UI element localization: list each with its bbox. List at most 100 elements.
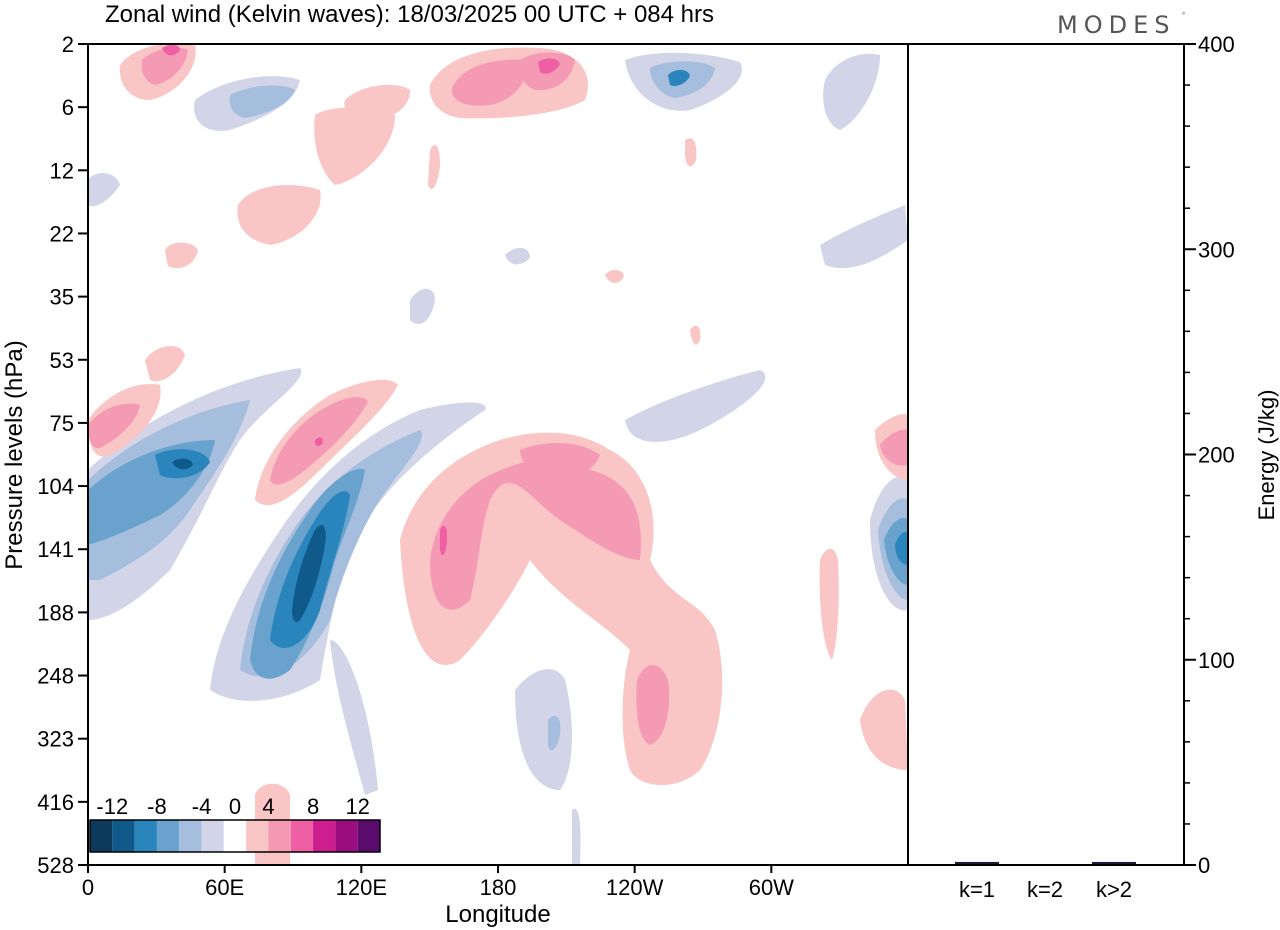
contour-positive: [88, 403, 140, 449]
pressure-tick-label: 188: [37, 600, 74, 625]
pressure-tick-label: 75: [50, 411, 74, 436]
contour-positive: [165, 242, 198, 269]
logo-registered-mark: °: [1182, 11, 1185, 20]
colorbar-swatch: [156, 820, 180, 852]
pressure-tick-label: 248: [37, 664, 74, 689]
pressure-tick-label: 323: [37, 727, 74, 752]
contour-negative: [292, 525, 326, 622]
pressure-tick-label: 35: [50, 285, 74, 310]
longitude-tick-label: 120W: [606, 875, 664, 900]
contour-negative: [820, 205, 908, 269]
longitude-tick-label: 0: [82, 875, 94, 900]
contour-negative: [895, 532, 908, 565]
contour-positive: [605, 269, 624, 283]
longitude-axis: 0 60E 120E 180 120W 60W: [82, 865, 794, 900]
energy-tick-label: 200: [1198, 443, 1235, 468]
contour-positive: [685, 138, 697, 167]
contour-positive: [440, 525, 448, 556]
colorbar-swatch: [179, 820, 202, 852]
colorbar-frame: [89, 819, 381, 853]
energy-category-label: k=2: [1027, 877, 1063, 902]
energy-category-label: k=1: [959, 877, 995, 902]
colorbar-label: 12: [345, 794, 369, 819]
contour-positive: [141, 47, 188, 85]
contour-positive: [162, 44, 180, 56]
x-axis-label: Longitude: [445, 901, 550, 928]
contour-positive: [690, 325, 701, 345]
energy-panel: 0 100 200 300 400 k=1 k=2 k>2 Energy (J/kg): [907, 32, 1279, 902]
colorbar-swatch: [201, 820, 224, 852]
wind-contours: [88, 43, 908, 865]
contour-positive: [344, 84, 410, 120]
energy-bar: [1092, 861, 1136, 864]
colorbar-swatch: [134, 820, 157, 852]
contour-positive: [314, 107, 395, 185]
colorbar-swatch: [246, 820, 269, 852]
contour-positive: [314, 437, 323, 447]
contour-positive: [636, 665, 670, 745]
energy-category-label: k>2: [1096, 877, 1132, 902]
contour-negative: [572, 808, 581, 865]
longitude-tick-label: 60W: [749, 875, 794, 900]
pressure-tick-label: 104: [37, 474, 74, 499]
colorbar: -12 -8 -4 0 4 8 12: [89, 794, 381, 853]
energy-axis-label: Energy (J/kg): [1254, 390, 1279, 521]
contour-negative: [410, 288, 435, 324]
modes-logo: MODES: [1057, 11, 1175, 39]
contour-negative: [515, 669, 572, 790]
colorbar-swatch: [90, 820, 113, 852]
contour-negative: [330, 640, 378, 795]
contour-positive: [538, 58, 560, 74]
colorbar-label: -8: [147, 794, 167, 819]
contour-negative: [229, 85, 295, 118]
contour-positive: [520, 443, 600, 479]
y-axis-label: Pressure levels (hPa): [1, 340, 28, 569]
contour-positive: [451, 59, 526, 106]
pressure-tick-label: 416: [37, 790, 74, 815]
pressure-tick-label: 12: [50, 158, 74, 183]
contour-negative: [668, 69, 690, 86]
colorbar-label: 8: [307, 794, 319, 819]
pressure-axis: 2 6 12 22 35 53 75 104 141 188 248 323 416 528: [37, 32, 88, 878]
colorbar-label: -12: [96, 794, 128, 819]
contour-negative: [625, 370, 766, 442]
energy-tick-label: 0: [1198, 853, 1210, 878]
pressure-tick-label: 53: [50, 348, 74, 373]
energy-tick-label: 100: [1198, 648, 1235, 673]
colorbar-swatch: [313, 820, 336, 852]
longitude-tick-label: 120E: [336, 875, 387, 900]
contour-positive: [428, 145, 440, 189]
colorbar-swatch: [357, 820, 380, 852]
colorbar-label: -4: [192, 794, 212, 819]
contour-negative: [823, 53, 880, 130]
contour-negative: [172, 458, 193, 470]
contour-positive: [145, 345, 185, 382]
contour-positive: [860, 689, 908, 770]
energy-axis: 0 100 200 300 400: [1184, 32, 1235, 878]
contour-positive: [819, 548, 839, 660]
energy-frame: [907, 43, 1185, 866]
contour-negative: [548, 715, 561, 751]
pressure-tick-label: 2: [62, 32, 74, 57]
pressure-tick-label: 6: [62, 95, 74, 120]
chart-title: Zonal wind (Kelvin waves): 18/03/2025 00…: [105, 1, 714, 28]
contour-positive: [237, 185, 321, 245]
colorbar-swatch: [335, 820, 358, 852]
contour-positive: [430, 458, 641, 610]
longitude-tick-label: 60E: [205, 875, 244, 900]
contour-negative: [88, 173, 120, 207]
longitude-tick-label: 180: [480, 875, 517, 900]
colorbar-swatch: [268, 820, 291, 852]
contour-positive: [880, 429, 908, 466]
colorbar-label: 4: [262, 794, 274, 819]
energy-tick-label: 400: [1198, 32, 1235, 57]
pressure-tick-label: 528: [37, 853, 74, 878]
contour-negative: [505, 247, 530, 265]
colorbar-swatch: [112, 820, 135, 852]
energy-tick-label: 300: [1198, 237, 1235, 262]
colorbar-swatch: [223, 820, 247, 852]
colorbar-label: 0: [229, 794, 241, 819]
energy-bar: [955, 861, 999, 864]
heatmap-panel: 2 6 12 22 35 53 75 104 141 188 248 323 416 528 0 60E 12…: [1, 32, 909, 928]
